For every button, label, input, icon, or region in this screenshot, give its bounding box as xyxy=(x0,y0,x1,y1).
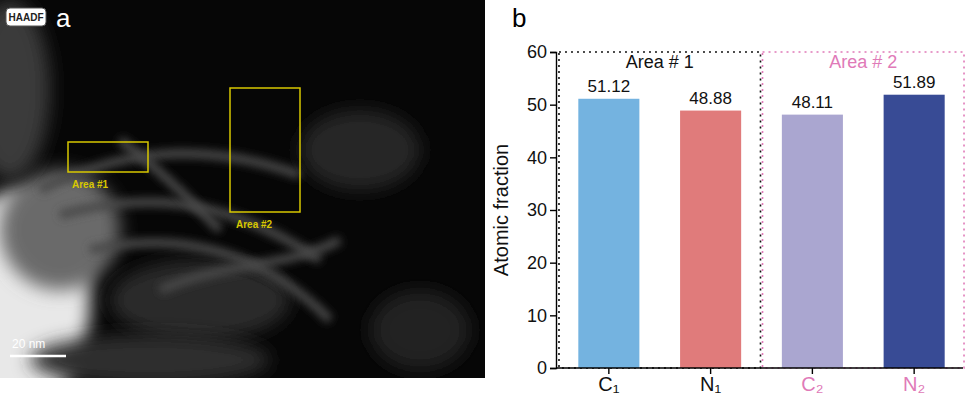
x-tick-label: N₂ xyxy=(903,373,925,395)
y-tick-mark xyxy=(550,368,556,369)
group-heading: Area # 2 xyxy=(829,52,897,72)
micrograph xyxy=(0,0,485,378)
y-tick: 20 xyxy=(527,253,556,273)
region-label: Area #1 xyxy=(72,179,109,190)
x-tick: C₁ xyxy=(598,368,619,395)
x-tick-label: C₂ xyxy=(801,373,823,395)
x-tick: N₁ xyxy=(700,368,721,395)
bars xyxy=(578,95,944,368)
bar xyxy=(884,95,945,368)
y-tick: 50 xyxy=(527,95,556,115)
x-tick: N₂ xyxy=(903,368,925,395)
y-tick-label: 30 xyxy=(527,200,547,220)
micrograph-feature xyxy=(370,290,470,370)
micrograph-feature xyxy=(300,110,420,190)
x-axis: C₁ N₁ C₂ N₂ xyxy=(556,368,963,395)
y-tick: 40 xyxy=(527,148,556,168)
data-label: 51.89 xyxy=(893,73,936,92)
data-label: 51.12 xyxy=(588,77,631,96)
x-axis-line xyxy=(556,367,963,368)
y-tick-mark xyxy=(550,262,556,263)
data-labels: 51.12 48.88 48.11 51.89 xyxy=(588,73,936,112)
group-frame xyxy=(559,52,761,368)
region-box xyxy=(230,88,300,212)
x-tick: C₂ xyxy=(801,368,823,395)
y-tick: 60 xyxy=(527,42,556,62)
y-tick: 30 xyxy=(527,200,556,220)
micrograph-feature xyxy=(0,170,120,290)
y-tick-label: 10 xyxy=(527,306,547,326)
data-label: 48.11 xyxy=(792,93,833,112)
scale-bar xyxy=(10,355,66,358)
panel-label: a xyxy=(56,3,71,33)
y-tick-mark xyxy=(550,104,556,105)
y-tick-mark xyxy=(550,52,556,53)
figure: HAADF a Area #1 Area #2 20 nm b Area # 1 Area #… xyxy=(0,0,971,403)
y-axis-line xyxy=(550,53,557,369)
group-frame xyxy=(763,52,965,368)
micrograph-strand xyxy=(120,140,220,230)
bar xyxy=(782,115,843,368)
y-tick-label: 0 xyxy=(537,358,547,378)
x-tick-label: C₁ xyxy=(598,373,619,395)
y-tick-label: 50 xyxy=(527,95,547,115)
micrograph-feature xyxy=(0,0,50,180)
y-tick-mark xyxy=(550,210,556,211)
group-heading: Area # 1 xyxy=(626,52,694,72)
micrograph-strand xyxy=(160,240,340,290)
y-tick-mark xyxy=(550,157,556,158)
bar xyxy=(680,111,741,368)
data-label: 48.88 xyxy=(689,89,732,108)
region-label: Area #2 xyxy=(236,219,273,230)
badge-box xyxy=(6,8,46,26)
bar xyxy=(578,99,639,368)
y-tick-mark xyxy=(550,315,556,316)
badge-text: HAADF xyxy=(9,12,44,23)
x-tick-label: N₁ xyxy=(700,373,721,395)
y-tick-label: 40 xyxy=(527,148,547,168)
y-tick-label: 20 xyxy=(527,253,547,273)
scale-bar-label: 20 nm xyxy=(12,337,45,351)
y-tick-label: 60 xyxy=(527,42,547,62)
y-tick: 10 xyxy=(527,306,556,326)
panel-label: b xyxy=(512,3,526,33)
y-axis-title: Atomic fraction xyxy=(490,144,512,276)
region-box xyxy=(68,142,148,172)
y-tick: 0 xyxy=(537,358,556,378)
y-axis: 0 10 20 30 40 50 60 xyxy=(527,42,557,378)
